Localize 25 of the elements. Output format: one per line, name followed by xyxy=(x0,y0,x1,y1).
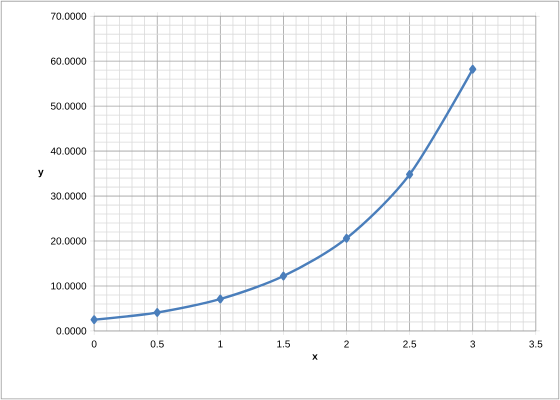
point xyxy=(342,234,350,243)
x-tick-label: 0 xyxy=(92,340,97,348)
point xyxy=(154,308,161,317)
x-axis-title: x xyxy=(312,354,318,360)
point xyxy=(280,272,288,280)
y-tick-label: 0.0000 xyxy=(56,327,86,334)
y-tick-label: 40.0000 xyxy=(50,148,86,155)
x-tick-label: 3 xyxy=(470,340,476,348)
point xyxy=(90,315,98,324)
x-tick-label: 2 xyxy=(344,340,349,348)
point xyxy=(216,294,224,304)
x-tick-label: 0.5 xyxy=(150,340,164,348)
y-tick-label: 50.0000 xyxy=(50,102,86,110)
y-tick-label: 70.0000 xyxy=(51,12,86,20)
point xyxy=(469,64,476,74)
y-tick-label: 30.0000 xyxy=(50,192,86,200)
x-tick-label: 1 xyxy=(218,340,223,348)
y-tick-label: 10.0000 xyxy=(51,282,86,290)
point xyxy=(406,170,414,179)
x-tick-label: 1.5 xyxy=(277,340,290,348)
y-tick-label: 60.0000 xyxy=(50,58,86,65)
x-tick-label: 2.5 xyxy=(403,340,416,348)
x-tick-label: 3.5 xyxy=(529,340,542,348)
y-axis-title: y xyxy=(38,170,44,178)
y-tick-label: 20.0000 xyxy=(50,237,86,244)
